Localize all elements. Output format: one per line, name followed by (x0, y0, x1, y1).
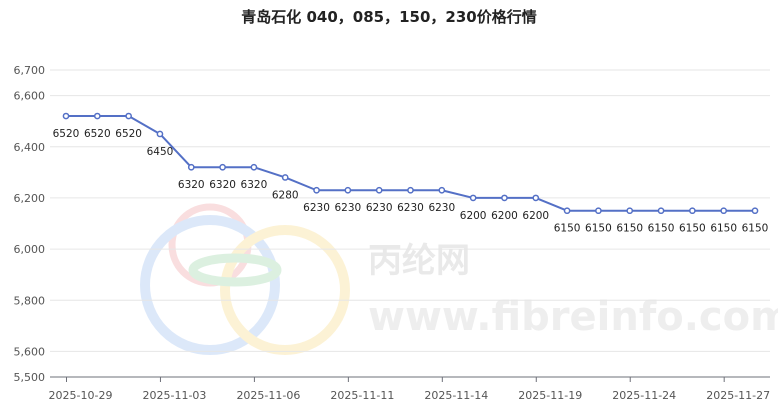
data-point (720, 207, 728, 215)
data-label: 6150 (554, 223, 581, 235)
data-point (532, 194, 540, 202)
data-point (62, 112, 70, 120)
y-tick-label: 6,200 (14, 192, 46, 205)
data-label: 6150 (648, 223, 675, 235)
data-label: 6230 (397, 202, 424, 214)
data-label: 6200 (491, 210, 518, 222)
data-label: 6280 (272, 189, 299, 201)
y-tick-label: 6,000 (14, 243, 46, 256)
data-point (657, 207, 665, 215)
data-label: 6320 (241, 179, 268, 191)
x-tick-label: 2025-11-24 (612, 389, 676, 402)
data-point (469, 194, 477, 202)
data-label: 6150 (742, 223, 769, 235)
data-label: 6230 (428, 202, 455, 214)
y-tick-label: 6,700 (14, 64, 46, 77)
data-label: 6230 (303, 202, 330, 214)
data-point (93, 112, 101, 120)
chart-title: 青岛石化 040，085，150，230价格行情 (241, 8, 537, 26)
data-point (438, 186, 446, 194)
data-label: 6320 (178, 179, 205, 191)
y-tick-label: 5,500 (14, 371, 46, 384)
data-point (751, 207, 759, 215)
data-label: 6320 (209, 179, 236, 191)
x-tick-label: 2025-11-11 (330, 389, 394, 402)
x-tick-label: 2025-11-03 (142, 389, 206, 402)
watermark-logo (140, 203, 350, 355)
x-tick-label: 2025-11-19 (518, 389, 582, 402)
data-point (626, 207, 634, 215)
data-point (281, 174, 289, 181)
data-label: 6230 (334, 202, 361, 214)
y-tick-label: 5,600 (14, 345, 46, 358)
data-label: 6200 (522, 210, 549, 222)
data-label: 6150 (710, 223, 737, 235)
x-tick-label: 2025-11-27 (706, 389, 770, 402)
series-line (66, 115, 755, 212)
data-point (125, 112, 132, 120)
data-label: 6520 (115, 128, 142, 140)
y-tick-label: 5,800 (14, 294, 46, 307)
data-point (595, 207, 602, 215)
data-point (313, 186, 320, 194)
x-tick-label: 2025-11-14 (424, 389, 488, 402)
data-label: 6150 (616, 223, 643, 235)
data-point (407, 186, 414, 194)
data-point (344, 186, 352, 194)
y-tick-label: 6,400 (14, 141, 46, 154)
watermark-cn: 丙纶网 (368, 241, 470, 281)
data-label: 6150 (585, 223, 612, 235)
data-label: 6150 (679, 223, 706, 235)
x-tick-label: 2025-11-06 (236, 389, 300, 402)
data-label: 6520 (53, 128, 80, 140)
watermark-url: www.fibreinfo.com (368, 294, 778, 340)
data-label: 6200 (460, 210, 487, 222)
data-label: 6520 (84, 128, 111, 140)
data-point (563, 207, 571, 215)
data-point (187, 163, 195, 171)
x-tick-label: 2025-10-29 (49, 389, 113, 402)
data-point (375, 186, 383, 194)
data-point (250, 163, 258, 171)
data-point (501, 194, 508, 202)
data-label: 6450 (147, 146, 174, 158)
data-point (219, 163, 226, 171)
y-tick-label: 6,600 (14, 90, 46, 103)
data-label: 6230 (366, 202, 393, 214)
data-point (689, 207, 696, 215)
data-point (156, 130, 164, 138)
